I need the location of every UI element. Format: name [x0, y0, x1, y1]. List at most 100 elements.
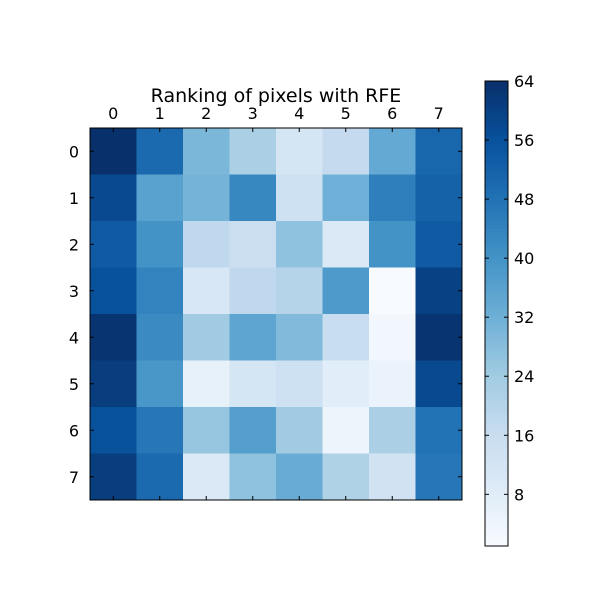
heatmap-cell-r5-c5 — [322, 360, 370, 408]
heatmap-cell-r0-c7 — [415, 128, 463, 175]
heatmap-cell-r6-c3 — [229, 407, 277, 454]
heatmap-cell-r1-c0 — [90, 174, 137, 222]
heatmap-cell-r5-c4 — [276, 360, 323, 408]
colorbar-segment — [485, 453, 508, 458]
colorbar-segment — [485, 433, 508, 439]
colorbar-segment — [485, 201, 508, 206]
heatmap-cell-r6-c2 — [183, 407, 230, 454]
colorbar-segment — [485, 251, 508, 256]
y-tick-label: 7 — [69, 468, 79, 487]
colorbar-segment — [485, 290, 508, 295]
colorbar-segment — [485, 81, 508, 86]
colorbar-segment — [485, 518, 508, 524]
x-tick-label: 4 — [294, 104, 304, 123]
heatmap-cell-r6-c6 — [369, 407, 416, 454]
colorbar-segment — [485, 456, 508, 462]
x-tick-label: 7 — [434, 104, 444, 123]
heatmap-cell-r7-c4 — [276, 453, 323, 501]
heatmap-cell-r2-c3 — [229, 221, 277, 268]
heatmap-cell-r7-c2 — [183, 453, 230, 501]
colorbar-segment — [485, 325, 508, 330]
heatmap-cell-r6-c0 — [90, 407, 137, 454]
colorbar-segment — [485, 92, 508, 98]
colorbar-segment — [485, 305, 508, 311]
colorbar-segment — [485, 360, 508, 365]
colorbar-segment — [485, 208, 508, 214]
colorbar-segment — [485, 119, 508, 125]
colorbar-segment — [485, 476, 508, 481]
colorbar-frame — [484, 80, 509, 547]
colorbar-segment — [485, 487, 508, 493]
colorbar-segment — [485, 243, 508, 249]
colorbar-segment — [485, 313, 508, 318]
colorbar-segment — [485, 336, 508, 342]
colorbar-segment — [485, 170, 508, 175]
colorbar-segment — [485, 150, 508, 156]
colorbar-segment — [485, 108, 508, 113]
heatmap-cell-r3-c3 — [229, 267, 277, 315]
colorbar-tick-label: 8 — [514, 485, 524, 504]
heatmap-cell-r1-c3 — [229, 174, 277, 222]
heatmap-cell-r6-c7 — [415, 407, 463, 454]
colorbar-segment — [485, 534, 508, 539]
colorbar-segment — [485, 139, 508, 144]
colorbar-segment — [485, 526, 508, 532]
heatmap-cell-r7-c3 — [229, 453, 277, 501]
colorbar-segment — [485, 205, 508, 210]
colorbar-segment — [485, 220, 508, 225]
colorbar-segment — [485, 104, 508, 109]
colorbar-segment — [485, 391, 508, 396]
colorbar-segment — [485, 321, 508, 326]
colorbar-segment — [485, 112, 508, 117]
colorbar-segment — [485, 515, 508, 520]
x-tick-label: 2 — [201, 104, 211, 123]
heatmap-frame — [89, 127, 463, 501]
colorbar-segment — [485, 96, 508, 101]
colorbar-segment — [485, 189, 508, 194]
colorbar-segment — [485, 418, 508, 423]
heatmap-cell-r4-c4 — [276, 314, 323, 361]
heatmap-cell-r5-c1 — [136, 360, 184, 408]
colorbar-segment — [485, 429, 508, 435]
colorbar-segment — [485, 464, 508, 470]
colorbar-segment — [485, 507, 508, 512]
colorbar-segment — [485, 441, 508, 446]
colorbar-segment — [485, 143, 508, 148]
heatmap-cell-r5-c6 — [369, 360, 416, 408]
colorbar-segment — [485, 212, 508, 218]
colorbar-segment — [485, 410, 508, 415]
heatmap-cell-r2-c1 — [136, 221, 184, 268]
colorbar-segment — [485, 530, 508, 535]
colorbar-segment — [485, 522, 508, 528]
colorbar-tick-label: 64 — [514, 72, 534, 91]
colorbar-segment — [485, 278, 508, 284]
colorbar-segment — [485, 174, 508, 179]
colorbar-segment — [485, 425, 508, 431]
heatmap-cell-r3-c5 — [322, 267, 370, 315]
heatmap-cell-r3-c0 — [90, 267, 137, 315]
colorbar: 8 16 24 32 40 48 56 64 — [484, 72, 534, 547]
heatmap-cell-r6-c4 — [276, 407, 323, 454]
colorbar-segment — [485, 542, 508, 547]
colorbar-segment — [485, 239, 508, 245]
x-tick-label: 1 — [155, 104, 165, 123]
heatmap-cell-r3-c6 — [369, 267, 416, 315]
colorbar-tick-label: 56 — [514, 131, 534, 150]
heatmap-cell-r6-c1 — [136, 407, 184, 454]
x-tick-label: 6 — [387, 104, 397, 123]
heatmap-cell-r4-c5 — [322, 314, 370, 361]
colorbar-segment — [485, 228, 508, 233]
heatmap-cell-r2-c6 — [369, 221, 416, 268]
colorbar-segment — [485, 538, 508, 543]
x-tick-label: 0 — [108, 104, 118, 123]
colorbar-segment — [485, 329, 508, 334]
colorbar-segment — [485, 301, 508, 307]
colorbar-segment — [485, 511, 508, 516]
colorbar-segment — [485, 317, 508, 322]
heatmap-cell-r0-c5 — [322, 128, 370, 175]
colorbar-segment — [485, 259, 508, 264]
heatmap-cell-r3-c2 — [183, 267, 230, 315]
heatmap-cell-r2-c2 — [183, 221, 230, 268]
heatmap-cell-r2-c4 — [276, 221, 323, 268]
heatmap-cell-r0-c2 — [183, 128, 230, 175]
